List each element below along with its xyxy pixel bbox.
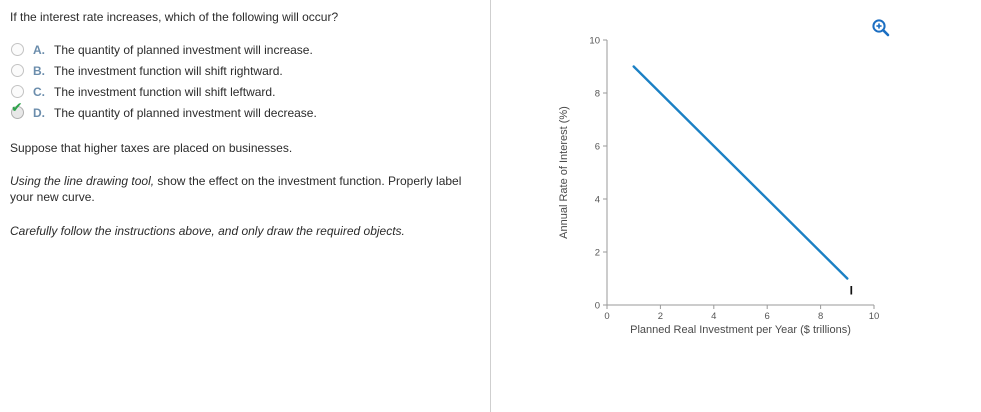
investment-chart-canvas[interactable]: 0 2 4 6 8 10 0 2 4 6 8 10 Planned Real Investment pe… [555,24,890,354]
question-panel: If the interest rate increases, which of… [0,0,490,412]
y-tick-label: 6 [595,142,600,153]
question-prompt: If the interest rate increases, which of… [10,10,339,24]
radio-button[interactable]: ✔ [11,100,24,119]
answer-option-c[interactable]: ✔ C. The investment function will shift … [11,81,480,102]
y-axis-title: Annual Rate of Interest (%) [558,106,570,239]
answer-option-b[interactable]: ✔ B. The investment function will shift … [11,60,480,81]
option-letter: D. [33,105,45,120]
answer-option-a[interactable]: ✔ A. The quantity of planned investment … [11,39,480,60]
drawing-instruction: Using the line drawing tool, show the ef… [10,173,480,205]
answer-options: ✔ A. The quantity of planned investment … [11,39,480,123]
zoom-in-glyph [872,19,890,37]
x-tick-label: 2 [658,311,663,322]
answer-option-d[interactable]: ✔ D. The quantity of planned investment … [11,100,480,123]
zoom-in-icon[interactable] [871,18,891,38]
option-letter: A. [33,42,45,57]
option-text: The investment function will shift right… [54,63,283,78]
radio-button[interactable]: ✔ [11,64,24,77]
x-tick-label: 4 [711,311,716,322]
caution-note: Carefully follow the instructions above,… [10,223,405,238]
x-tick-label: 10 [869,311,880,322]
option-letter: C. [33,84,45,99]
radio-button[interactable]: ✔ [11,85,24,98]
followup-statement: Suppose that higher taxes are placed on … [10,141,293,155]
y-tick-label: 10 [589,36,600,47]
x-tick-label: 8 [818,311,823,322]
chart-container: 0 2 4 6 8 10 0 2 4 6 8 10 Planned Real Investment pe… [555,24,890,357]
investment-curve [632,65,849,280]
x-axis-title: Planned Real Investment per Year ($ tril… [630,324,851,336]
instruction-tool-name: Using the line drawing tool, [10,174,155,189]
y-tick-label: 2 [595,248,600,259]
y-tick-label: 8 [595,89,600,100]
x-tick-label: 0 [604,311,609,322]
option-letter: B. [33,63,45,78]
y-tick-label: 0 [595,301,600,312]
option-text: The investment function will shift leftw… [54,84,276,99]
option-text: The quantity of planned investment will … [54,105,317,120]
x-tick-label: 6 [765,311,770,322]
y-tick-label: 4 [595,195,600,206]
instruction-rest: show the effect on the investment functi… [10,174,462,205]
curve-label-I: I [850,283,853,297]
check-icon: ✔ [11,99,23,115]
option-text: The quantity of planned investment will … [54,42,313,57]
radio-button[interactable]: ✔ [11,43,24,56]
graph-panel: 0 2 4 6 8 10 0 2 4 6 8 10 Planned Real Investment pe… [490,0,981,412]
